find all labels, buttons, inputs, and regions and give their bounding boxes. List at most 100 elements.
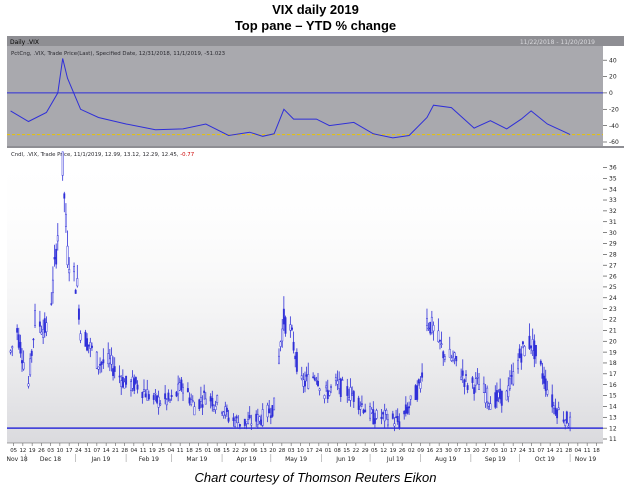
vix-candle-body xyxy=(76,278,79,287)
vix-candle-body xyxy=(352,391,355,402)
vix-candle-body xyxy=(102,359,105,364)
x-day-tick-label: 24 xyxy=(519,448,526,454)
vix-candle-body xyxy=(146,389,149,401)
x-day-tick-label: 05 xyxy=(10,448,17,454)
vix-candle-body xyxy=(255,413,258,422)
vix-candle-body xyxy=(110,355,113,365)
x-month-label: Nov 18 xyxy=(7,456,28,463)
vix-candle-body xyxy=(232,417,235,421)
bottom-y-tick-label: 19 xyxy=(609,349,617,356)
vix-candle-body xyxy=(256,414,259,425)
vix-candle-body xyxy=(421,372,424,378)
bottom-y-tick-label: 22 xyxy=(609,317,617,324)
vix-candle-body xyxy=(359,405,362,410)
bottom-y-tick-label: 32 xyxy=(609,208,617,215)
ytd-pct-change-line xyxy=(10,58,571,139)
x-month-label: Apr 19 xyxy=(236,456,256,463)
vix-candle-body xyxy=(528,335,531,349)
bottom-y-tick-label: 26 xyxy=(609,273,617,280)
bottom-y-tick-label: 20 xyxy=(609,338,617,345)
vix-candle-body xyxy=(45,322,48,332)
vix-candle-body xyxy=(543,375,546,384)
vix-candle-body xyxy=(443,356,446,360)
vix-candle-body xyxy=(474,378,477,386)
vix-candle-body xyxy=(512,371,515,385)
x-day-tick-label: 22 xyxy=(352,448,359,454)
x-day-tick-label: 19 xyxy=(389,448,396,454)
vix-candle-body xyxy=(87,344,90,347)
vix-candle-body xyxy=(398,421,401,428)
vix-candle-body xyxy=(225,407,228,412)
top-pane-legend-value: -51.023 xyxy=(204,51,225,57)
vix-candle-body xyxy=(97,366,100,370)
vix-candle-body xyxy=(375,410,378,419)
x-day-tick-label: 26 xyxy=(399,448,406,454)
vix-candle-body xyxy=(61,151,64,176)
vix-candle-body xyxy=(326,389,329,400)
vix-candle-body xyxy=(125,375,128,385)
x-day-tick-label: 07 xyxy=(454,448,461,454)
vix-candle-body xyxy=(56,235,59,242)
top-y-tick-label: -60 xyxy=(609,139,619,146)
vix-candle-body xyxy=(341,379,344,381)
vix-candle-body xyxy=(330,386,332,388)
bottom-y-tick-label: 14 xyxy=(609,404,617,411)
vix-candle-body xyxy=(427,327,430,330)
vix-candle-body xyxy=(380,416,383,419)
bottom-y-tick-label: 17 xyxy=(609,371,617,378)
x-day-tick-label: 14 xyxy=(103,448,110,454)
top-pane-legend-text: PctCng, .VIX, Trade Price(Last), Specifi… xyxy=(11,51,204,57)
x-day-tick-label: 20 xyxy=(473,448,480,454)
x-month-label: Feb 19 xyxy=(139,456,159,463)
vix-candle-body xyxy=(426,318,428,326)
vix-candle-body xyxy=(50,303,53,305)
x-day-tick-label: 28 xyxy=(278,448,285,454)
x-day-tick-label: 05 xyxy=(371,448,378,454)
vix-candle-body xyxy=(346,386,349,396)
x-day-tick-label: 10 xyxy=(297,448,304,454)
vix-candle-body xyxy=(551,394,554,408)
vix-candle-body xyxy=(22,362,25,370)
vix-candle-body xyxy=(141,391,144,399)
x-day-tick-label: 12 xyxy=(380,448,387,454)
x-day-tick-label: 07 xyxy=(93,448,100,454)
vix-candle-body xyxy=(282,308,285,325)
vix-candle-body xyxy=(450,357,453,361)
vix-candle-body xyxy=(440,343,443,345)
vix-candle-body xyxy=(281,328,284,342)
vix-candle-body xyxy=(74,289,77,294)
vix-candle-body xyxy=(429,321,432,334)
x-day-tick-label: 31 xyxy=(528,448,535,454)
vix-candle-body xyxy=(534,344,537,357)
vix-candle-body xyxy=(482,383,485,393)
vix-candle-body xyxy=(289,324,292,331)
vix-candle-body xyxy=(27,383,30,387)
vix-candle-body xyxy=(268,408,271,414)
vix-candle-body xyxy=(203,390,206,393)
bottom-y-tick-label: 34 xyxy=(609,186,617,193)
vix-candle-body xyxy=(404,404,407,414)
vix-candle-body xyxy=(507,385,510,397)
vix-candle-body xyxy=(214,406,217,411)
vix-candle-body xyxy=(19,341,22,354)
x-day-tick-label: 27 xyxy=(482,448,489,454)
vix-candle-body xyxy=(258,416,261,422)
vix-candle-body xyxy=(99,363,102,366)
top-y-tick-label: 20 xyxy=(609,74,617,81)
vix-candle-body xyxy=(245,421,248,424)
x-day-tick-label: 06 xyxy=(251,448,258,454)
vix-candle-body xyxy=(121,377,124,388)
vix-candle-body xyxy=(169,399,171,401)
x-month-label: Jan 19 xyxy=(90,456,110,463)
vix-candle-body xyxy=(79,333,82,341)
vix-candle-body xyxy=(269,415,272,418)
vix-candle-body xyxy=(156,395,158,403)
x-month-label: Oct 19 xyxy=(535,456,555,463)
vix-candle-body xyxy=(408,406,411,409)
vix-candle-body xyxy=(279,341,282,347)
vix-candle-body xyxy=(133,378,136,391)
vix-candle-body xyxy=(238,424,241,427)
x-day-tick-label: 24 xyxy=(315,448,322,454)
vix-candle-body xyxy=(442,351,445,359)
vix-candle-body xyxy=(188,397,191,404)
